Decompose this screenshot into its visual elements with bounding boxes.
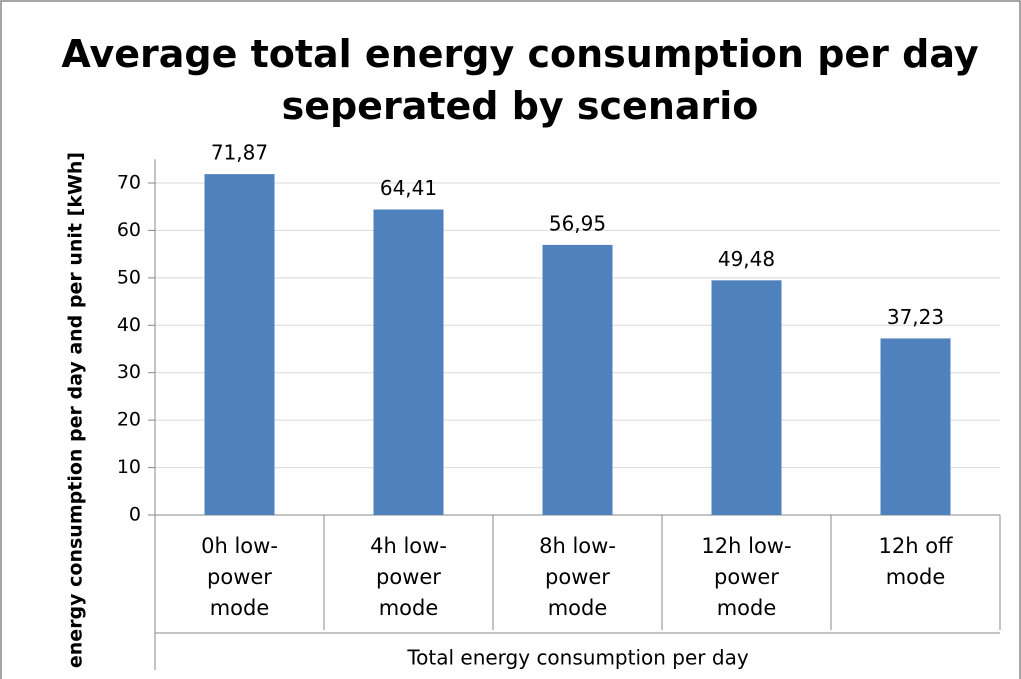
y-tick-label: 70: [117, 172, 141, 194]
bar: [373, 209, 444, 515]
x-tick-label: 4h low-power mode: [370, 534, 447, 620]
y-tick-label: 40: [117, 314, 141, 336]
x-tick-label: 0h low-power mode: [201, 534, 278, 620]
data-label: 37,23: [887, 305, 944, 329]
bar: [711, 280, 782, 515]
chart-title: Average total energy consumption per day…: [61, 32, 979, 128]
y-tick-label: 30: [117, 361, 141, 383]
data-label: 49,48: [718, 247, 775, 271]
x-tick-label: 12h off mode: [878, 534, 953, 589]
bar: [880, 338, 951, 515]
y-tick-label: 20: [117, 409, 141, 431]
x-axis-label: Total energy consumption per day: [406, 646, 748, 670]
x-tick-label: 12h low-power mode: [701, 534, 792, 620]
y-tick-label: 0: [129, 504, 141, 526]
y-tick-label: 60: [117, 219, 141, 241]
y-axis-label: energy consumption per day and per unit …: [65, 152, 87, 668]
data-label: 56,95: [549, 211, 606, 235]
bar: [204, 174, 275, 515]
y-tick-label: 10: [117, 456, 141, 478]
y-tick-label: 50: [117, 266, 141, 288]
x-tick-label: 8h low-power mode: [539, 534, 616, 620]
bar: [542, 244, 613, 515]
data-label: 64,41: [380, 176, 437, 200]
data-label: 71,87: [211, 141, 268, 165]
